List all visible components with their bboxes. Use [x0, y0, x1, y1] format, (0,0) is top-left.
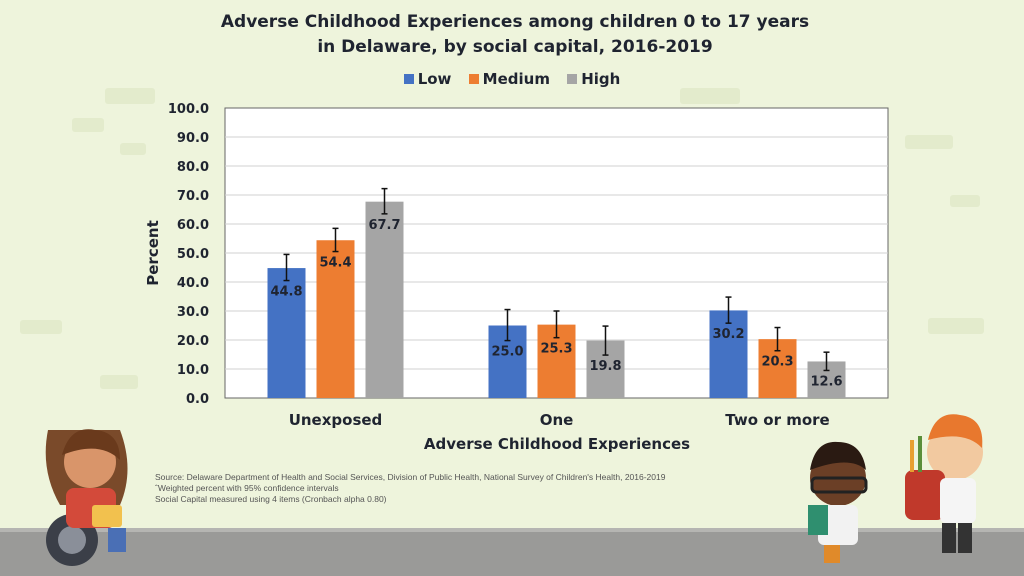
legend-label-low: Low: [417, 70, 452, 88]
legend-label-high: High: [581, 70, 621, 88]
y-tick-label: 40.0: [177, 276, 209, 291]
data-label: 44.8: [270, 285, 302, 300]
x-tick-label: Two or more: [725, 411, 829, 429]
background-patch: [72, 118, 104, 132]
data-label: 67.7: [368, 218, 400, 233]
y-tick-label: 80.0: [177, 160, 209, 175]
y-tick-label: 0.0: [186, 392, 209, 407]
data-label: 25.3: [540, 342, 572, 357]
data-label: 54.4: [319, 256, 351, 271]
legend-item-high: High: [567, 70, 620, 88]
source-notes: Source: Delaware Department of Health an…: [155, 472, 815, 505]
legend-swatch-medium: [468, 74, 479, 84]
bars: 44.8 54.4 67.7 25.0 25.3 19.8 30.2 20.3 12.6: [267, 187, 846, 398]
background-patch: [950, 195, 980, 207]
y-tick-label: 20.0: [177, 334, 209, 349]
background-patch: [105, 88, 155, 104]
legend-swatch-low: [403, 74, 414, 84]
background-patch: [120, 143, 146, 155]
background-patch: [20, 320, 62, 334]
data-label: 19.8: [589, 359, 621, 374]
road-edge: [0, 528, 1024, 534]
boy-with-book-illustration: [808, 441, 868, 563]
bar-high: [365, 201, 404, 398]
boy-with-backpack-illustration: [905, 414, 983, 553]
girl-in-wheelchair-illustration: [45, 429, 128, 566]
y-tick-label: 90.0: [177, 131, 209, 146]
legend-item-medium: Medium: [468, 70, 550, 88]
source-line-2: ˆWeighted percent with 95% confidence in…: [155, 483, 339, 493]
x-tick-label: Unexposed: [289, 411, 383, 429]
background-patch: [905, 135, 953, 149]
y-tick-label: 50.0: [177, 247, 209, 262]
y-tick-label: 60.0: [177, 218, 209, 233]
legend-label-medium: Medium: [482, 70, 550, 88]
y-tick-label: 100.0: [168, 102, 209, 117]
chart-title-line-2: in Delaware, by social capital, 2016-201…: [317, 37, 713, 57]
background-patch: [100, 375, 138, 389]
data-label: 25.0: [491, 345, 523, 360]
legend-item-low: Low: [403, 70, 452, 88]
background-patch: [928, 318, 984, 334]
data-label: 30.2: [712, 327, 744, 342]
bar-low: [709, 310, 748, 398]
data-label: 20.3: [761, 355, 793, 370]
legend: Low Medium High: [0, 70, 1024, 88]
data-label: 12.6: [810, 374, 842, 389]
y-tick-label: 70.0: [177, 189, 209, 204]
x-axis-label: Adverse Childhood Experiences: [424, 435, 690, 453]
chart-title: Adverse Childhood Experiences among chil…: [150, 10, 880, 60]
bar-medium: [316, 240, 355, 398]
chart-title-line-1: Adverse Childhood Experiences among chil…: [220, 12, 810, 32]
source-line-1: Source: Delaware Department of Health an…: [155, 472, 666, 482]
x-tick-labels: Unexposed One Two or more: [289, 411, 830, 429]
y-tick-label: 10.0: [177, 363, 209, 378]
bar-low: [267, 268, 306, 398]
legend-swatch-high: [567, 74, 578, 84]
source-line-3: Social Capital measured using 4 items (C…: [155, 494, 387, 504]
y-tick-label: 30.0: [177, 305, 209, 320]
x-tick-label: One: [540, 411, 574, 429]
y-tick-labels: 100.0 90.0 80.0 70.0 60.0 50.0 40.0 30.0 20.0 10.…: [168, 102, 209, 407]
y-axis-label: Percent: [144, 220, 162, 285]
background-patch: [680, 88, 740, 104]
